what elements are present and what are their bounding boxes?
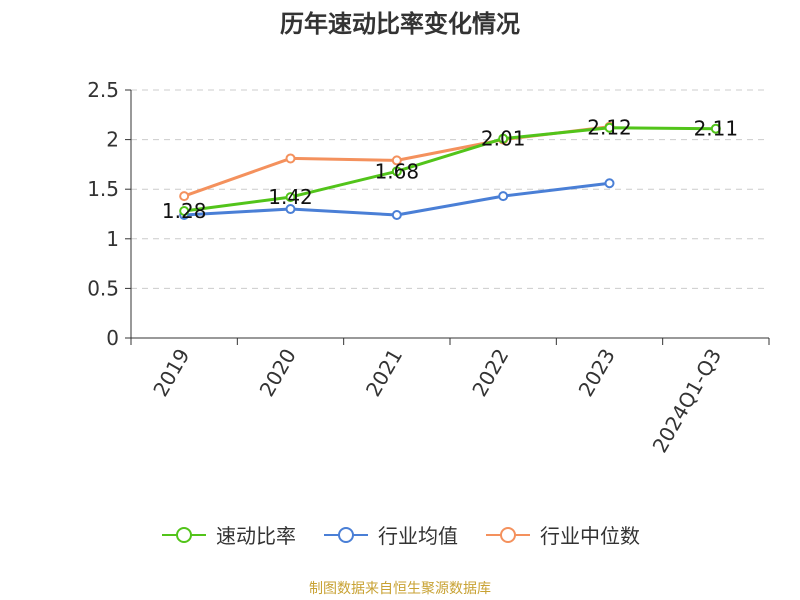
- data-point: [604, 122, 615, 133]
- y-tick-label: 2.5: [87, 78, 119, 102]
- y-tick-label: 1.5: [87, 177, 119, 201]
- x-tick-label: 2022: [467, 344, 513, 400]
- axes: 0 0.5 1 1.5 2 2.5 2019 2020 2021 2022 2023 2024Q1-Q…: [87, 78, 770, 457]
- legend-item[interactable]: 速动比率: [160, 520, 296, 549]
- data-label: 2.11: [694, 117, 739, 141]
- data-label: 1.68: [375, 159, 420, 183]
- legend-label: 行业均值: [378, 524, 458, 548]
- series-lines: [179, 121, 721, 220]
- chart-title: 历年速动比率变化情况: [280, 10, 520, 38]
- data-label: 1.42: [268, 185, 313, 209]
- legend-label: 行业中位数: [540, 524, 640, 548]
- data-point: [285, 204, 296, 215]
- data-point: [604, 178, 615, 189]
- legend-item[interactable]: 行业中位数: [484, 520, 640, 549]
- data-point: [391, 155, 402, 166]
- data-point: [391, 209, 402, 220]
- data-point: [285, 153, 296, 164]
- series-line: [184, 126, 716, 213]
- grid-lines: [131, 89, 769, 289]
- y-tick-label: 0.5: [87, 276, 119, 300]
- legend-item[interactable]: 行业均值: [322, 520, 458, 549]
- data-point: [285, 192, 296, 203]
- legend-marker-icon: [324, 526, 368, 543]
- source-note: 制图数据来自恒生聚源数据库: [309, 581, 491, 597]
- data-point: [498, 191, 509, 202]
- data-labels: 1.28 1.42 1.68 2.01 2.12 2.11: [162, 116, 738, 223]
- legend: 速动比率 行业均值 行业中位数: [0, 520, 800, 549]
- y-tick-label: 0: [106, 326, 119, 350]
- data-point: [391, 166, 402, 177]
- x-tick-label: 2023: [574, 345, 620, 401]
- data-point: [179, 191, 190, 202]
- legend-marker-icon: [486, 526, 530, 543]
- x-tick-label: 2020: [255, 345, 301, 401]
- y-tick-label: 1: [106, 227, 119, 251]
- y-tick-label: 2: [106, 128, 119, 152]
- x-tick-label: 2024Q1-Q3: [647, 345, 726, 457]
- data-point: [498, 133, 509, 144]
- x-tick-label: 2019: [148, 345, 194, 401]
- data-point: [710, 123, 721, 134]
- legend-label: 速动比率: [216, 524, 296, 548]
- data-label: 2.12: [587, 116, 632, 140]
- data-label: 2.01: [481, 127, 526, 151]
- legend-marker-icon: [162, 526, 206, 543]
- data-label: 1.28: [162, 199, 207, 223]
- data-point: [179, 206, 190, 217]
- x-tick-label: 2021: [361, 345, 407, 401]
